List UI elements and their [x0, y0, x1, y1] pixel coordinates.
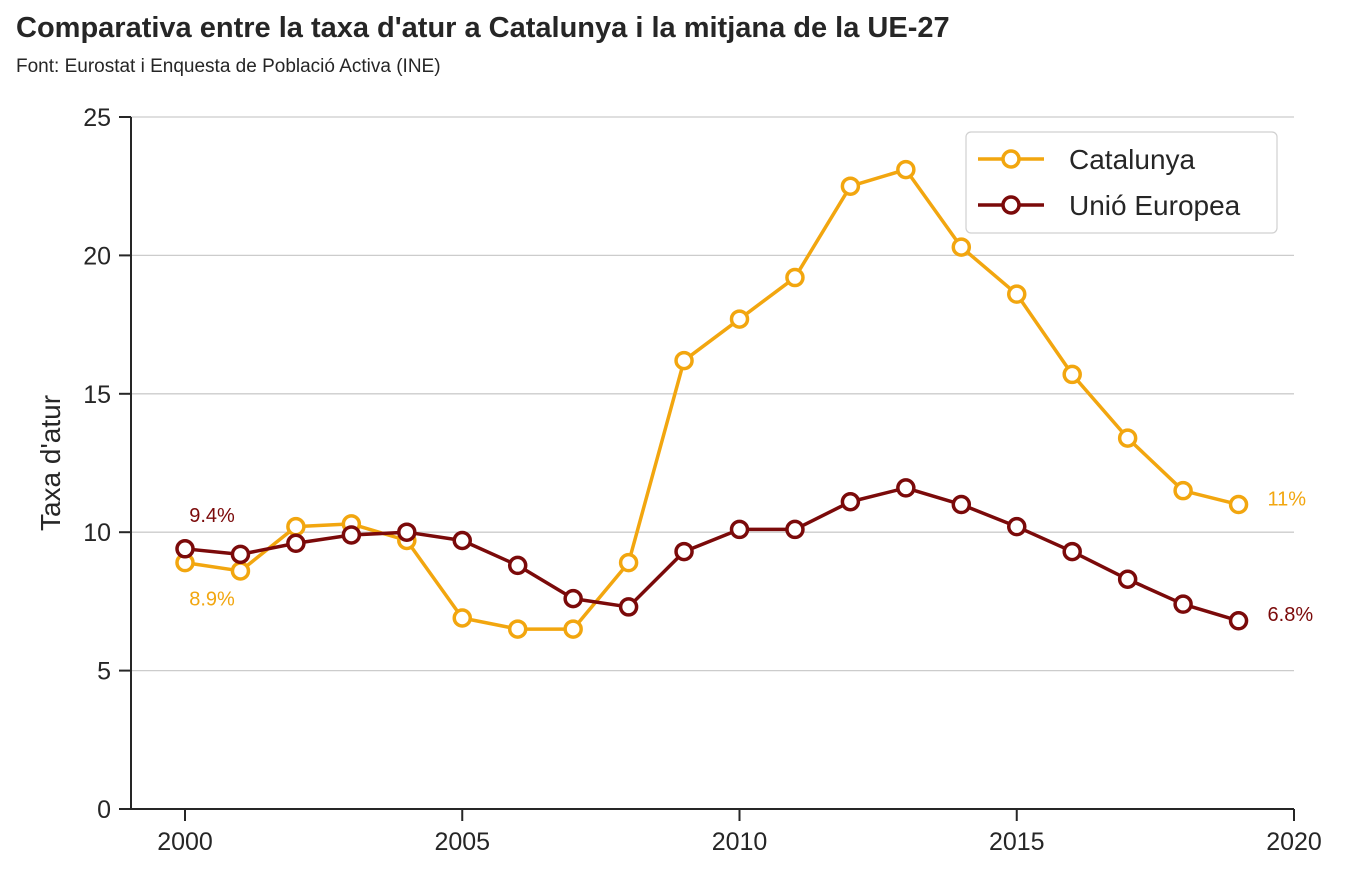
- data-point-catalunya: [951, 237, 972, 257]
- data-point-uni-europea: [674, 541, 694, 562]
- data-point-catalunya: [896, 159, 916, 180]
- data-point-uni-europea: [1117, 569, 1138, 590]
- data-label: 9.4%: [189, 505, 235, 527]
- axes: 0 5 10 15 20 25 2000 2005 2010 2015 2020 Taxa d'atu…: [35, 104, 1322, 856]
- y-tick-label: 15: [83, 381, 111, 409]
- data-point-uni-europea: [1007, 516, 1027, 537]
- data-point-catalunya: [1062, 364, 1082, 385]
- gridlines: [131, 116, 1294, 672]
- data-point-catalunya: [674, 350, 694, 371]
- data-point-uni-europea: [896, 478, 916, 498]
- x-tick-label: 2000: [157, 828, 213, 856]
- data-point-catalunya: [507, 619, 528, 639]
- y-tick-label: 0: [97, 796, 111, 824]
- y-tick-label: 25: [83, 104, 111, 132]
- data-point-uni-europea: [397, 522, 417, 542]
- data-point-uni-europea: [452, 530, 472, 551]
- data-point-uni-europea: [785, 519, 805, 540]
- data-point-uni-europea: [1228, 611, 1249, 631]
- data-point-uni-europea: [230, 544, 251, 565]
- x-tick-label: 2010: [712, 828, 768, 856]
- data-label: 11%: [1268, 489, 1307, 511]
- data-point-catalunya: [1173, 480, 1193, 501]
- data-label: 6.8%: [1268, 604, 1314, 626]
- data-point-uni-europea: [175, 539, 195, 559]
- data-point-catalunya: [618, 552, 639, 573]
- data-point-catalunya: [1117, 428, 1138, 448]
- data-point-catalunya: [729, 309, 750, 329]
- legend-marker-catalunya: [1001, 149, 1021, 169]
- y-tick-label: 10: [83, 519, 111, 547]
- data-point-uni-europea: [951, 494, 972, 515]
- y-tick-label: 5: [97, 658, 111, 686]
- x-tick-label: 2005: [434, 828, 490, 856]
- series-group: [175, 159, 1249, 639]
- data-point-uni-europea: [563, 588, 583, 609]
- data-point-uni-europea: [618, 597, 639, 617]
- data-label: 8.9%: [189, 589, 235, 611]
- data-point-uni-europea: [341, 525, 362, 545]
- data-point-catalunya: [785, 267, 805, 288]
- data-point-catalunya: [286, 516, 306, 537]
- legend-marker-unio-europea: [1001, 195, 1021, 215]
- data-point-catalunya: [1228, 494, 1249, 515]
- chart-title: Comparativa entre la taxa d'atur a Catal…: [16, 12, 950, 44]
- y-axis-label: Taxa d'atur: [35, 395, 66, 531]
- data-point-catalunya: [230, 561, 251, 581]
- data-point-uni-europea: [729, 519, 750, 540]
- data-point-catalunya: [840, 176, 861, 196]
- data-point-uni-europea: [1173, 594, 1193, 614]
- legend: Catalunya Unió Europea: [965, 131, 1278, 234]
- data-point-uni-europea: [507, 555, 528, 576]
- x-tick-label: 2020: [1266, 828, 1322, 856]
- annotations: 9.4% 8.9% 11% 6.8%: [189, 489, 1313, 626]
- chart-subtitle: Font: Eurostat i Enquesta de Població Ac…: [16, 56, 441, 77]
- data-point-catalunya: [452, 608, 472, 628]
- legend-label-catalunya: Catalunya: [1069, 144, 1196, 175]
- data-point-catalunya: [1007, 284, 1027, 304]
- legend-label-unio-europea: Unió Europea: [1069, 190, 1241, 221]
- y-tick-label: 20: [83, 242, 111, 270]
- series-line-catalunya: [184, 167, 1239, 631]
- data-point-uni-europea: [840, 492, 861, 512]
- data-point-catalunya: [563, 619, 583, 639]
- data-point-uni-europea: [1062, 541, 1082, 562]
- x-tick-label: 2015: [989, 828, 1045, 856]
- data-point-uni-europea: [286, 533, 306, 554]
